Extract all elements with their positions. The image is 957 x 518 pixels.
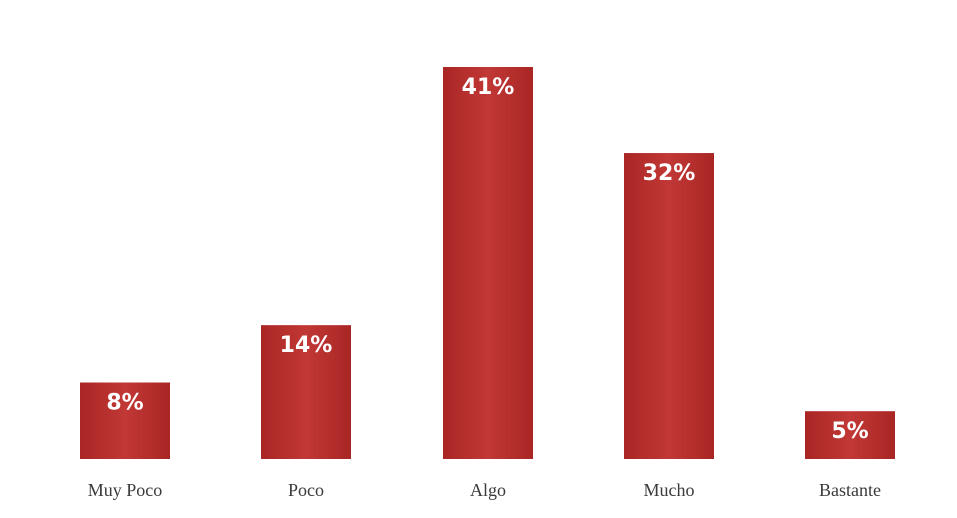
category-label: Muy Poco xyxy=(88,480,163,500)
category-label: Poco xyxy=(288,480,324,500)
data-label: 41% xyxy=(462,75,515,100)
data-label: 8% xyxy=(106,391,143,416)
bar-algo xyxy=(443,67,533,459)
data-label: 5% xyxy=(831,419,868,444)
category-label: Bastante xyxy=(819,480,881,500)
category-label: Mucho xyxy=(644,480,695,500)
category-label: Algo xyxy=(470,480,506,500)
bar-mucho xyxy=(624,153,714,459)
data-label: 32% xyxy=(643,161,696,186)
data-label: 14% xyxy=(280,333,333,358)
